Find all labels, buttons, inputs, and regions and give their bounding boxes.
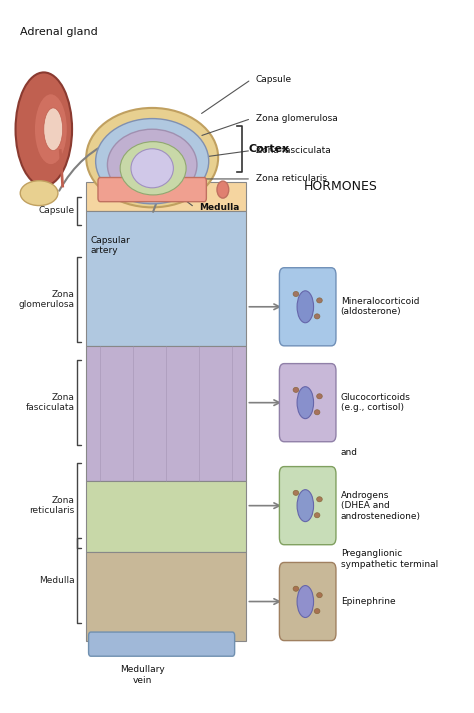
Text: Capsule: Capsule (256, 75, 292, 84)
Ellipse shape (293, 586, 299, 591)
Ellipse shape (297, 291, 314, 323)
FancyBboxPatch shape (279, 563, 336, 640)
Text: Zona reticularis: Zona reticularis (256, 175, 327, 183)
Ellipse shape (293, 387, 299, 392)
Text: Zona
reticularis: Zona reticularis (29, 496, 74, 515)
Ellipse shape (317, 394, 322, 399)
Ellipse shape (96, 118, 209, 204)
FancyBboxPatch shape (98, 178, 206, 202)
Ellipse shape (217, 181, 229, 198)
Text: Androgens
(DHEA and
androstenedione): Androgens (DHEA and androstenedione) (341, 491, 420, 520)
FancyBboxPatch shape (279, 267, 336, 346)
Text: Capsular
artery: Capsular artery (91, 236, 131, 255)
Ellipse shape (293, 292, 299, 297)
Ellipse shape (314, 513, 320, 518)
Ellipse shape (120, 142, 186, 195)
FancyBboxPatch shape (89, 632, 235, 656)
Ellipse shape (314, 609, 320, 614)
Bar (86, 183, 246, 211)
Text: Mineralocorticoid
(aldosterone): Mineralocorticoid (aldosterone) (341, 297, 419, 317)
Bar (86, 481, 246, 552)
Ellipse shape (44, 108, 63, 150)
Ellipse shape (314, 314, 320, 319)
Ellipse shape (35, 93, 67, 165)
Text: Zona glomerulosa: Zona glomerulosa (256, 114, 337, 123)
Text: Glucocorticoids
(e.g., cortisol): Glucocorticoids (e.g., cortisol) (341, 393, 410, 412)
Ellipse shape (131, 149, 173, 188)
Text: Preganglionic
sympathetic terminal: Preganglionic sympathetic terminal (341, 549, 438, 568)
Bar (86, 346, 246, 481)
Ellipse shape (16, 73, 72, 186)
Text: Capsule: Capsule (38, 206, 74, 215)
Text: Cortex: Cortex (249, 144, 290, 154)
Text: Epinephrine: Epinephrine (341, 597, 395, 606)
Ellipse shape (297, 490, 314, 522)
Text: Zona
fasciculata: Zona fasciculata (26, 393, 74, 412)
Bar (86, 552, 246, 640)
Text: Medulla: Medulla (39, 575, 74, 585)
Text: Medullary
vein: Medullary vein (120, 665, 165, 685)
Text: Adrenal gland: Adrenal gland (20, 27, 98, 37)
Text: HORMONES: HORMONES (304, 180, 378, 193)
Text: Zona fasciculata: Zona fasciculata (256, 146, 330, 155)
Text: Zona
glomerulosa: Zona glomerulosa (18, 290, 74, 309)
Ellipse shape (317, 298, 322, 303)
FancyBboxPatch shape (279, 466, 336, 545)
Ellipse shape (20, 180, 58, 205)
Ellipse shape (297, 585, 314, 617)
Text: and: and (341, 448, 358, 457)
Ellipse shape (297, 386, 314, 419)
Ellipse shape (293, 491, 299, 496)
Ellipse shape (317, 497, 322, 502)
Ellipse shape (86, 108, 218, 207)
Bar (86, 211, 246, 346)
Text: Medulla: Medulla (199, 203, 240, 212)
Ellipse shape (314, 410, 320, 415)
Ellipse shape (108, 129, 197, 200)
Ellipse shape (317, 593, 322, 597)
FancyBboxPatch shape (279, 364, 336, 442)
